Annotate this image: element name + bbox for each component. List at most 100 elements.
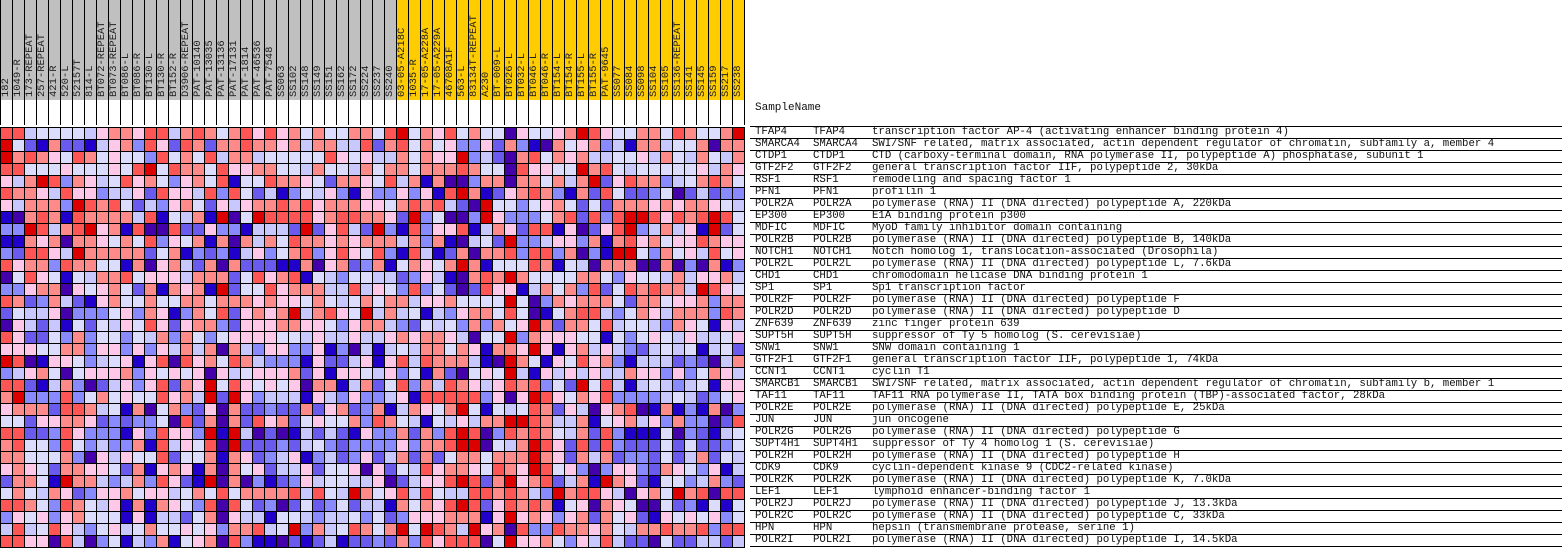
gene-name: ZNF639 — [755, 318, 794, 330]
group-color-band — [325, 0, 336, 100]
gene-symbol: POLR2E — [813, 402, 852, 414]
gene-name: POLR2E — [755, 402, 794, 414]
column-header-cell: BT072-REPEAT — [96, 0, 108, 125]
heatmap-cell — [732, 535, 745, 548]
column-header-cell: BT155-L — [576, 0, 588, 125]
gene-description: suppressor of Ty 4 homolog 1 (S. cerevis… — [872, 438, 1155, 450]
column-header-cell: SS159 — [708, 0, 720, 125]
column-header-cell: 52157T — [72, 0, 84, 125]
gene-name: SUPT5H — [755, 330, 794, 342]
gene-description: lymphoid enhancer-binding factor 1 — [872, 486, 1091, 498]
column-header-cell: 46708A1F — [444, 0, 456, 125]
gene-symbol: POLR2G — [813, 426, 852, 438]
group-color-band — [361, 0, 372, 100]
column-header-cell: 83134T-REPEAT — [468, 0, 480, 125]
column-header-cell: BT046-R — [540, 0, 552, 125]
group-color-band — [709, 0, 720, 100]
group-color-band — [205, 0, 216, 100]
gene-name: POLR2B — [755, 234, 794, 246]
column-header-cell: SS063 — [276, 0, 288, 125]
gene-symbol: SNW1 — [813, 342, 839, 354]
gene-symbol: HPN — [813, 522, 833, 534]
column-header-cell: BT154-R — [564, 0, 576, 125]
gene-name: POLR2J — [755, 498, 794, 510]
group-color-band — [409, 0, 420, 100]
gene-description: polymerase (RNA) II (DNA directed) polyp… — [872, 294, 1180, 306]
gene-symbol: POLR2C — [813, 510, 852, 522]
gene-description: SWI/SNF related, matrix associated, acti… — [872, 138, 1495, 150]
group-color-band — [241, 0, 252, 100]
group-color-band — [73, 0, 84, 100]
column-header-cell: SS237 — [372, 0, 384, 125]
group-color-band — [505, 0, 516, 100]
gene-description: CTD (carboxy-terminal domain, RNA polyme… — [872, 150, 1424, 162]
gene-name: GTF2F1 — [755, 354, 794, 366]
group-color-band — [157, 0, 168, 100]
gene-name: MDFIC — [755, 222, 788, 234]
group-color-band — [253, 0, 264, 100]
gene-description: Sp1 transcription factor — [872, 282, 1026, 294]
group-color-band — [721, 0, 732, 100]
column-header-cell: SS084 — [624, 0, 636, 125]
column-header-cell: SS238 — [732, 0, 744, 125]
gene-name: GTF2F2 — [755, 162, 794, 174]
group-color-band — [181, 0, 192, 100]
group-color-band — [37, 0, 48, 100]
gene-name: LEF1 — [755, 486, 781, 498]
gene-name: JUN — [755, 414, 775, 426]
gene-description: polymerase (RNA) II (DNA directed) polyp… — [872, 426, 1180, 438]
gene-symbol: PFN1 — [813, 186, 839, 198]
gene-description: polymerase (RNA) II (DNA directed) polyp… — [872, 474, 1232, 486]
group-color-band — [337, 0, 348, 100]
column-header-cell: 17-05-A229A — [432, 0, 444, 125]
gene-symbol: SMARCA4 — [813, 138, 858, 150]
column-header-cell: 03-05-A218C — [396, 0, 408, 125]
gene-name: POLR2I — [755, 534, 794, 546]
group-color-band — [733, 0, 744, 100]
column-header-cell: SS104 — [648, 0, 660, 125]
gene-symbol: SMARCB1 — [813, 378, 858, 390]
gene-description: polymerase (RNA) II (DNA directed) polyp… — [872, 510, 1225, 522]
column-header-cell: PAT-1814 — [240, 0, 252, 125]
gene-description: zinc finger protein 639 — [872, 318, 1020, 330]
group-color-band — [97, 0, 108, 100]
gene-symbol: SUPT5H — [813, 330, 852, 342]
gene-symbol: POLR2I — [813, 534, 852, 546]
gene-description: cyclin T1 — [872, 366, 930, 378]
group-color-band — [469, 0, 480, 100]
group-color-band — [397, 0, 408, 100]
group-color-band — [457, 0, 468, 100]
gene-description: SNW domain containing 1 — [872, 342, 1020, 354]
group-color-band — [661, 0, 672, 100]
gene-symbol: POLR2K — [813, 474, 852, 486]
group-color-band — [349, 0, 360, 100]
column-header-cell: BT086-L — [120, 0, 132, 125]
column-header-cell: BT073-REPEAT — [108, 0, 120, 125]
gene-symbol: TFAP4 — [813, 126, 846, 138]
column-header-cell: BT046-L — [528, 0, 540, 125]
group-color-band — [529, 0, 540, 100]
group-color-band — [421, 0, 432, 100]
group-color-band — [589, 0, 600, 100]
column-header-cell: BT-009-L — [492, 0, 504, 125]
column-header-cell: BT086-R — [132, 0, 144, 125]
gene-name: POLR2D — [755, 306, 794, 318]
column-header: 1821049-R173-REPEAT257-REPEAT421-R520-L5… — [0, 0, 745, 127]
gene-description: polymerase (RNA) II (DNA directed) polyp… — [872, 402, 1225, 414]
column-header-cell: 182 — [0, 0, 12, 125]
group-color-band — [553, 0, 564, 100]
column-header-cell: SS162 — [336, 0, 348, 125]
gene-symbol: NOTCH1 — [813, 246, 852, 258]
group-color-band — [49, 0, 60, 100]
column-header-cell: 563-L — [456, 0, 468, 125]
group-color-band — [385, 0, 396, 100]
gene-name: CTDP1 — [755, 150, 788, 162]
group-color-band — [577, 0, 588, 100]
group-color-band — [625, 0, 636, 100]
gene-symbol: POLR2B — [813, 234, 852, 246]
column-header-cell: 1049-R — [12, 0, 24, 125]
column-header-cell: SS148 — [300, 0, 312, 125]
group-color-band — [25, 0, 36, 100]
group-color-band — [481, 0, 492, 100]
gene-description: polymerase (RNA) II (DNA directed) polyp… — [872, 258, 1232, 270]
